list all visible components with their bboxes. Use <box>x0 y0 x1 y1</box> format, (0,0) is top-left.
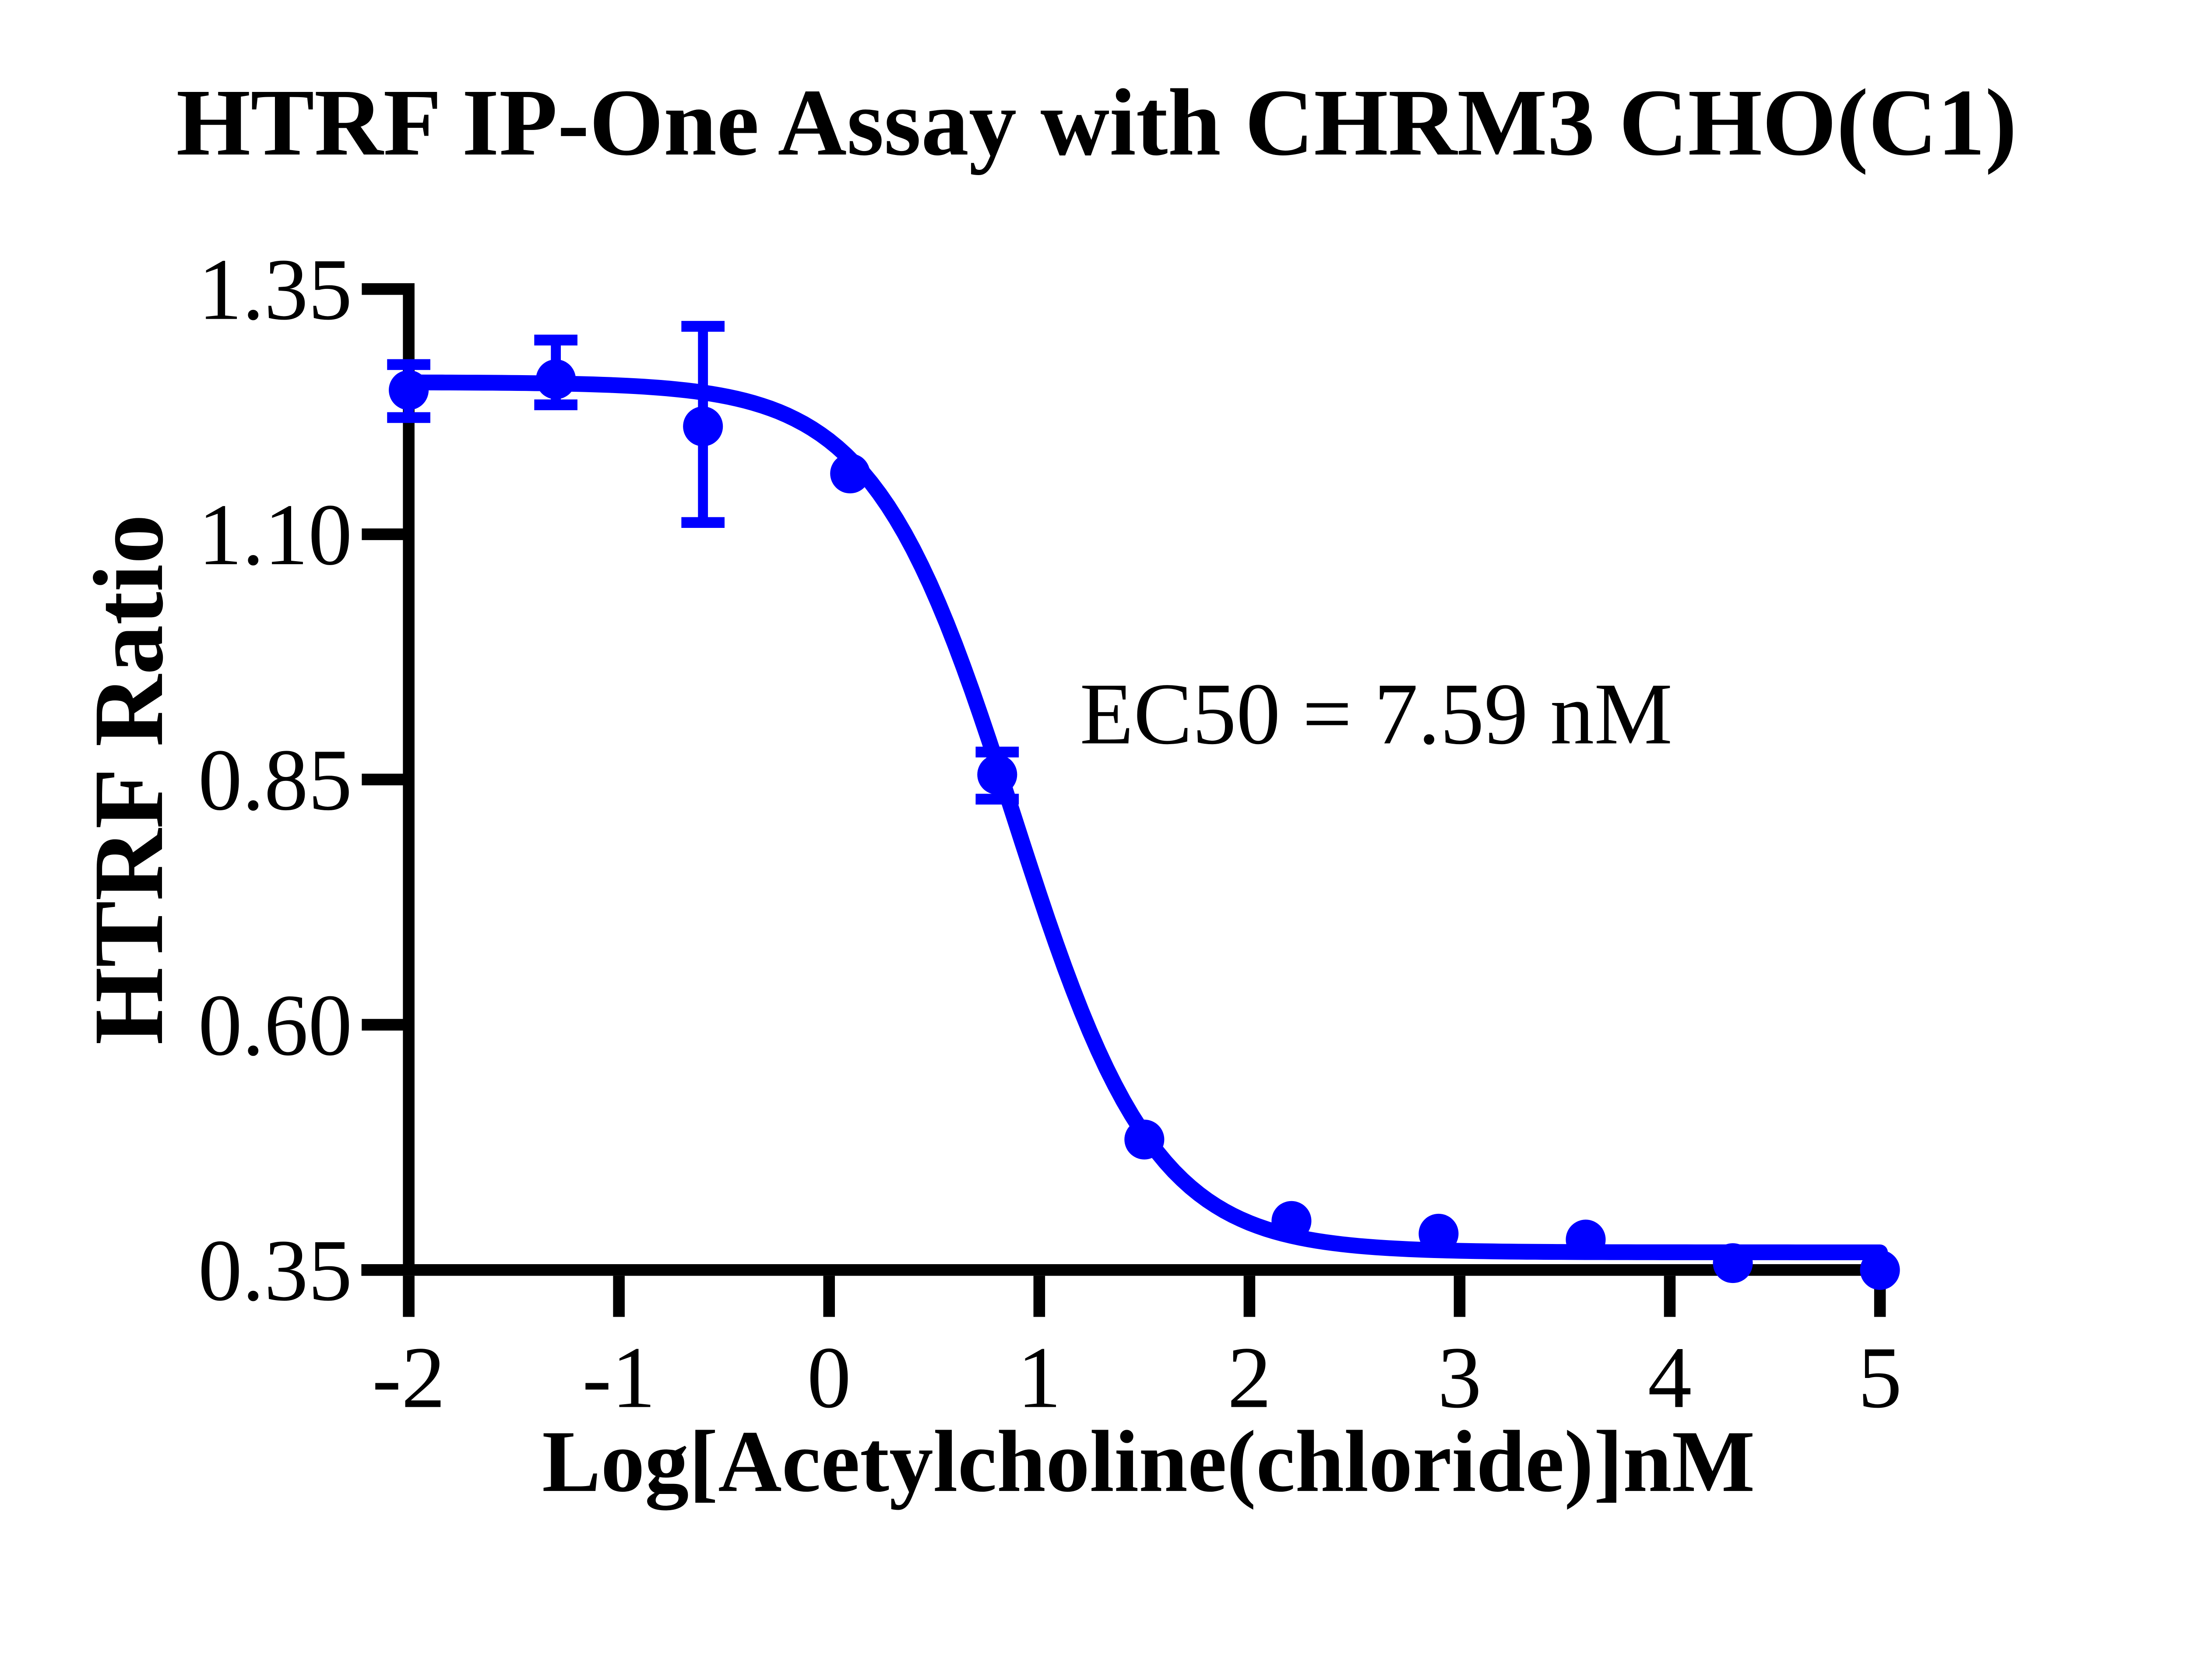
x-tick-label: -1 <box>582 1329 656 1426</box>
data-point <box>536 359 576 400</box>
y-tick-label: 1.10 <box>198 486 352 583</box>
x-tick-label: 5 <box>1858 1329 1902 1426</box>
y-tick-label: 0.60 <box>198 976 352 1074</box>
dose-response-chart: HTRF IP-One Assay with CHRM3 CHO(C1) HTR… <box>74 70 2017 1511</box>
x-tick-label: 2 <box>1228 1329 1272 1426</box>
data-point <box>1271 1201 1312 1241</box>
ec50-annotation: EC50 = 7.59 nM <box>1080 665 1672 763</box>
y-tick-label: 0.85 <box>198 731 352 829</box>
data-point <box>830 453 870 494</box>
x-tick-label: -2 <box>372 1329 446 1426</box>
y-axis-title: HTRF Ratio <box>74 514 184 1045</box>
data-point <box>1713 1243 1753 1283</box>
x-tick-labels: -2 -1 0 1 2 3 4 5 <box>372 1329 1902 1426</box>
data-point <box>1418 1213 1459 1254</box>
x-tick-label: 4 <box>1648 1329 1692 1426</box>
data-point <box>1860 1250 1900 1290</box>
axes <box>361 283 1888 1317</box>
x-tick-label: 1 <box>1017 1329 1062 1426</box>
data-points <box>389 359 1900 1290</box>
data-point <box>977 755 1017 795</box>
y-tick-labels: 1.35 1.10 0.85 0.60 0.35 <box>198 241 352 1319</box>
x-axis-title: Log[Acetylcholine(chloride)]nM <box>542 1413 1755 1510</box>
y-tick-label: 1.35 <box>198 241 352 338</box>
data-point <box>683 406 723 446</box>
data-point <box>1566 1220 1606 1260</box>
data-point <box>389 370 429 410</box>
data-point <box>1124 1119 1165 1160</box>
chart-title: HTRF IP-One Assay with CHRM3 CHO(C1) <box>176 70 2017 176</box>
y-tick-label: 0.35 <box>198 1222 352 1319</box>
x-tick-label: 0 <box>807 1329 851 1426</box>
x-tick-label: 3 <box>1438 1329 1482 1426</box>
